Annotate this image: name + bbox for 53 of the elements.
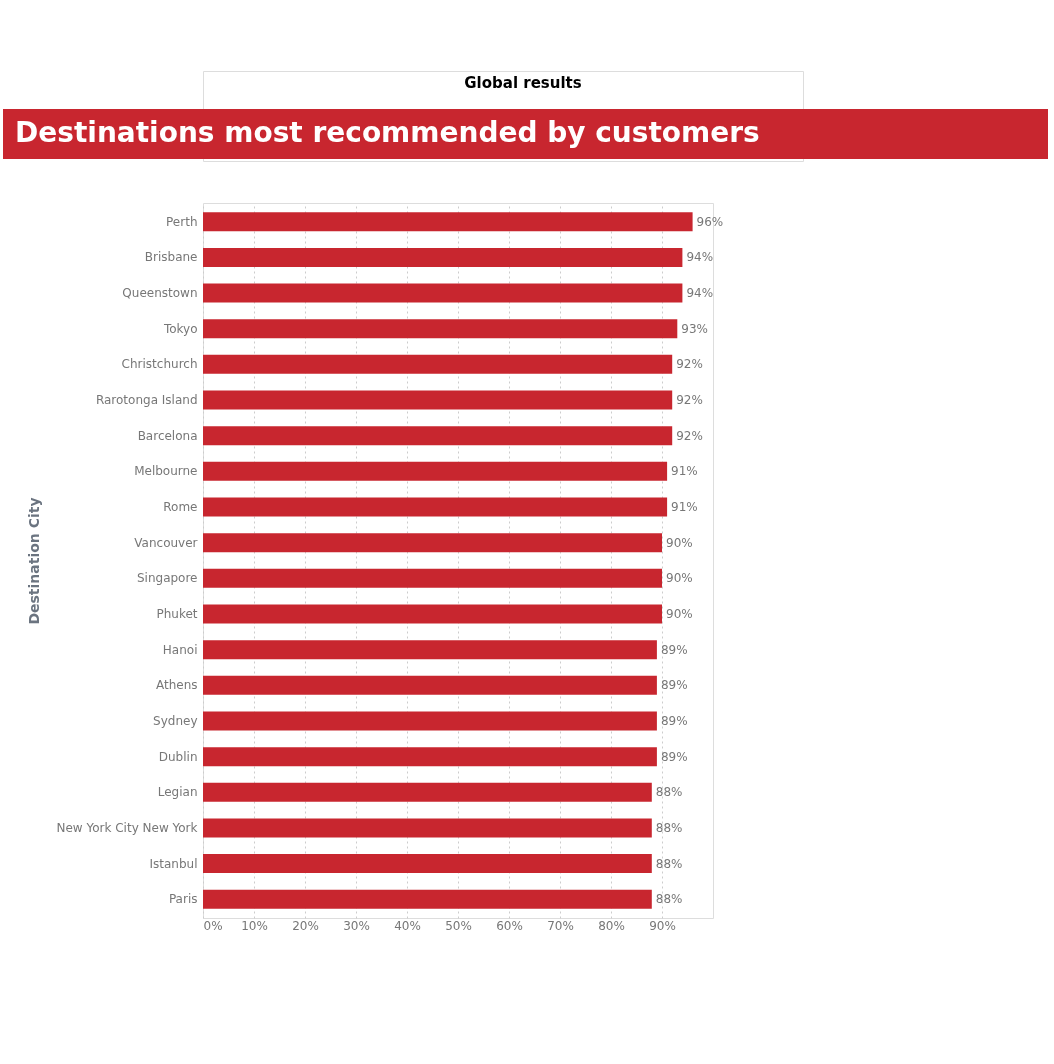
data-label: 92% — [676, 357, 703, 372]
y-tick-label: Tokyo — [162, 321, 198, 336]
y-tick-label: Queenstown — [122, 286, 198, 301]
y-tick-label: Rome — [163, 500, 198, 515]
data-label: 91% — [671, 464, 698, 479]
data-label: 89% — [660, 678, 688, 693]
x-tick-label: 70% — [547, 918, 574, 933]
data-label: 92% — [676, 428, 703, 443]
y-tick-label: Melbourne — [134, 464, 198, 479]
chart-subtitle: Global results — [464, 74, 582, 92]
data-label: 94% — [686, 286, 714, 301]
y-tick-label: Perth — [166, 214, 198, 229]
y-tick-label: Legian — [157, 785, 198, 800]
x-tick-label: 20% — [292, 918, 319, 933]
data-label: 88% — [655, 785, 683, 800]
x-tick-label: 50% — [445, 918, 472, 933]
data-label: 90% — [666, 535, 693, 550]
data-label: 90% — [666, 571, 693, 586]
x-tick-label: 90% — [649, 918, 676, 933]
x-tick-label: 0% — [203, 918, 223, 933]
x-tick-label: 80% — [598, 918, 625, 933]
y-axis-title: Destination City — [26, 497, 43, 625]
data-label: 89% — [660, 749, 688, 764]
y-tick-label: New York City New York — [56, 820, 198, 835]
y-tick-label: Hanoi — [162, 642, 198, 657]
x-tick-label: 40% — [394, 918, 421, 933]
y-tick-label: Christchurch — [121, 357, 198, 372]
y-tick-label: Dublin — [158, 749, 198, 764]
y-tick-label: Sydney — [153, 713, 198, 728]
y-tick-label: Athens — [155, 678, 198, 693]
data-label: 90% — [666, 606, 693, 621]
data-label: 88% — [655, 856, 683, 871]
y-tick-label: Phuket — [156, 606, 198, 621]
data-label: 94% — [686, 250, 714, 265]
data-label: 93% — [681, 321, 708, 336]
data-label: 89% — [660, 713, 688, 728]
x-tick-label: 10% — [241, 918, 268, 933]
data-label: 89% — [660, 642, 688, 657]
data-label: 88% — [655, 820, 683, 835]
data-label: 88% — [655, 892, 683, 907]
y-tick-label: Paris — [168, 892, 198, 907]
x-tick-label: 60% — [496, 918, 523, 933]
y-tick-label: Barcelona — [137, 428, 198, 443]
data-label: 92% — [676, 393, 703, 408]
y-tick-label: Singapore — [136, 571, 198, 586]
y-tick-label: Rarotonga Island — [95, 393, 198, 408]
y-tick-label: Vancouver — [134, 535, 198, 550]
data-label: 91% — [671, 500, 698, 515]
y-tick-label: Brisbane — [144, 250, 198, 265]
chart-title: Destinations most recommended by customers — [15, 116, 760, 149]
x-tick-label: 30% — [343, 918, 370, 933]
data-label: 96% — [696, 214, 724, 229]
y-tick-label: Istanbul — [149, 856, 198, 871]
